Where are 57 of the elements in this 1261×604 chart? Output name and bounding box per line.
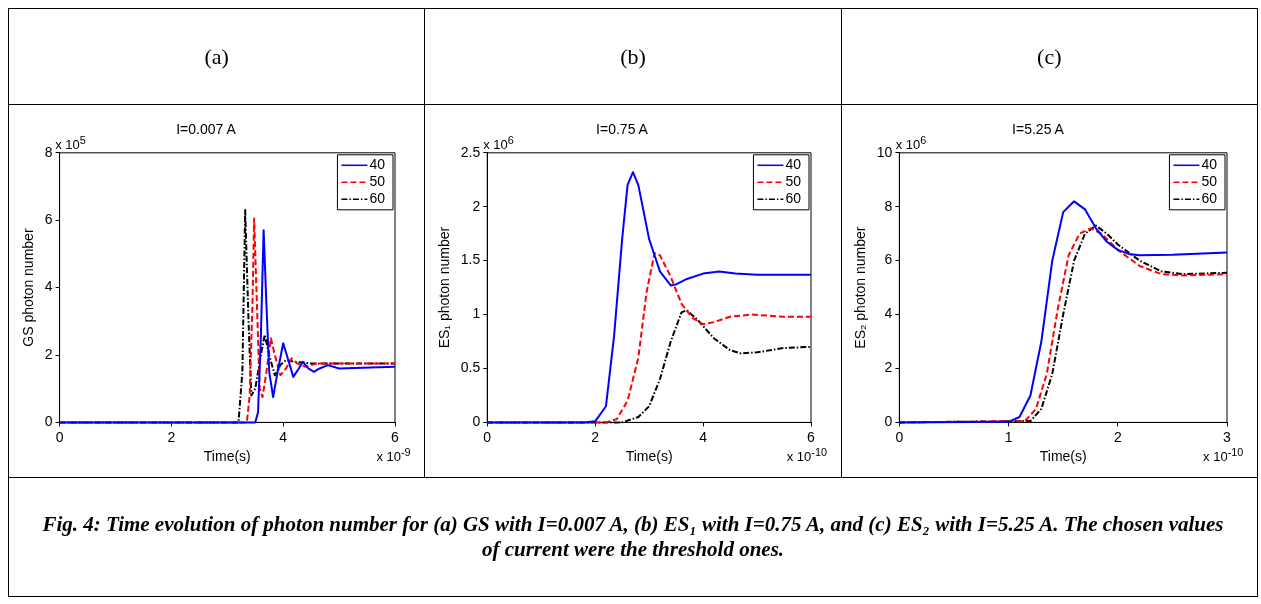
legend-label: 50 (785, 173, 802, 190)
x-axis-title: Time(s) (1040, 448, 1087, 465)
x-tick-label: 4 (699, 428, 708, 445)
text: x 10$^{6}$ (895, 134, 927, 153)
x-tick-label: 0 (895, 428, 904, 445)
y-tick-label: 8 (44, 143, 53, 160)
x-tick-label: 2 (167, 428, 176, 445)
text: x 10$^{-10}$ (1203, 445, 1244, 464)
x-tick-label: 6 (807, 428, 816, 445)
x-tick-label: 4 (278, 428, 287, 445)
y-tick-label: 2 (472, 197, 481, 214)
legend-label: 40 (785, 156, 802, 173)
text: x 10$^{-9}$ (376, 445, 411, 464)
text: x 10$^{-10}$ (786, 445, 827, 464)
y-tick-label: 10 (877, 143, 893, 160)
x-tick-label: 1 (1005, 428, 1013, 445)
legend-label: 40 (1201, 156, 1218, 173)
legend-label: 60 (369, 190, 385, 207)
x-tick-label: 3 (1223, 428, 1232, 445)
y-axis-title: ES₁ photon number (436, 226, 453, 349)
legend-label: 60 (1201, 190, 1218, 207)
text: x 10$^{5}$ (55, 134, 86, 153)
y-tick-label: 0.5 (460, 359, 481, 376)
y-tick-label: 6 (884, 251, 893, 268)
x-tick-label: 6 (390, 428, 399, 445)
y-tick-label: 4 (884, 305, 893, 322)
caption: Fig. 4: Time evolution of photon number for (a) GS with I=0.007 A, (b) ES₁ with I=0.75 A, and (c) ES₂ with I=5.25 A. The chosen values of current were the threshold ones. (41, 512, 1225, 562)
y-axis-title: GS photon number (19, 228, 36, 347)
chart-title: (b) (425, 9, 842, 104)
x-axis-title: Time(s) (203, 448, 251, 465)
y-tick-label: 2 (44, 345, 53, 362)
legend-label: 40 (369, 156, 385, 173)
legend-label: 60 (785, 190, 802, 207)
x-tick-label: 0 (483, 428, 492, 445)
x-tick-label: 2 (1114, 428, 1123, 445)
x-tick-label: 0 (55, 428, 64, 445)
y-tick-label: 0 (472, 413, 481, 430)
y-tick-label: 4 (44, 278, 53, 295)
chart-title: (a) (9, 9, 426, 104)
legend-label: 50 (1201, 173, 1218, 190)
chart-subtitle: I=0.75 A (596, 121, 649, 138)
chart-subtitle: I=0.007 A (175, 121, 237, 138)
y-tick-label: 1.5 (460, 251, 481, 268)
y-tick-label: 2 (884, 359, 893, 376)
x-axis-title: Time(s) (625, 448, 673, 465)
legend-label: 50 (369, 173, 385, 190)
y-axis-title: ES₂ photon number (852, 226, 869, 349)
x-tick-label: 2 (591, 428, 600, 445)
y-tick-label: 6 (44, 211, 53, 228)
chart-subtitle: I=5.25 A (1012, 121, 1065, 138)
y-tick-label: 8 (884, 197, 893, 214)
chart-title: (c) (1036, 42, 1063, 71)
y-tick-label: 2.5 (460, 143, 481, 160)
y-tick-label: 0 (884, 413, 893, 430)
y-tick-label: 1 (472, 305, 481, 322)
text: x 10$^{6}$ (483, 134, 514, 153)
y-tick-label: 0 (44, 413, 53, 430)
